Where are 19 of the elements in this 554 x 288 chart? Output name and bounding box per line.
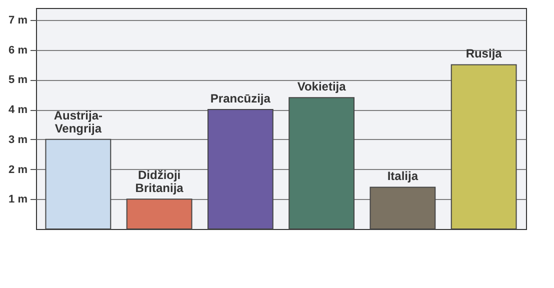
x-tick-label: Vokietija — [297, 80, 346, 94]
bar — [288, 97, 355, 230]
x-tick-label: Italija — [387, 169, 418, 184]
bar — [450, 64, 517, 230]
y-tick-label: 7 m — [8, 14, 28, 26]
y-tick-label: 6 m — [8, 44, 28, 56]
y-tick-label: 5 m — [8, 74, 28, 86]
bar — [45, 138, 112, 230]
bar — [370, 186, 436, 230]
y-tick-label: 2 m — [8, 164, 28, 176]
y-tick-label: 3 m — [8, 134, 28, 146]
x-tick-label: Prancūzija — [210, 92, 271, 106]
x-tick-label: Rusija — [466, 46, 502, 61]
y-tick-label: 1 m — [8, 194, 28, 206]
y-tick-label: 4 m — [8, 104, 28, 116]
x-tick-label: Didžioji Britanija — [135, 168, 184, 196]
bar — [207, 109, 274, 230]
x-tick-label: Austrija-Vengrija — [54, 108, 103, 136]
bar — [126, 198, 192, 230]
